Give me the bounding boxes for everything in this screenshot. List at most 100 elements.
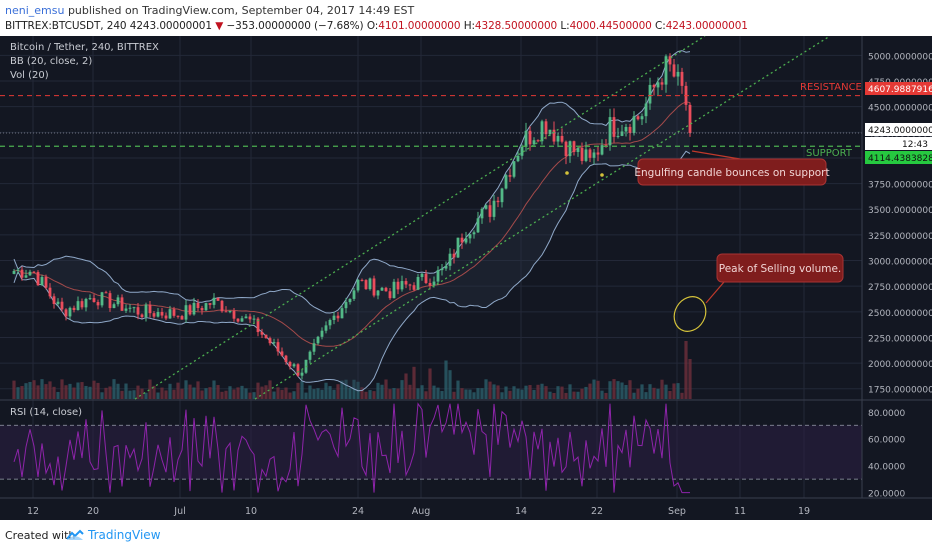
candle-body — [368, 278, 372, 290]
volume-bar — [648, 384, 652, 399]
candle-body — [36, 272, 40, 286]
candle-body — [544, 121, 548, 135]
candle-body — [204, 303, 208, 311]
volume-bar — [296, 382, 300, 399]
volume-bar — [412, 366, 416, 399]
candle-body — [232, 310, 236, 319]
time-tick-label: 19 — [798, 506, 810, 517]
volume-bar — [76, 382, 80, 399]
volume-bar — [72, 387, 76, 399]
candle-body — [600, 145, 604, 155]
candle-body — [316, 336, 320, 344]
candle-body — [228, 310, 232, 313]
volume-bar — [276, 387, 280, 399]
signal-dot — [565, 171, 569, 175]
volume-bar — [132, 390, 136, 399]
rsi-band — [0, 425, 862, 480]
candle-body — [16, 269, 20, 271]
close-label: C: — [655, 20, 666, 32]
volume-bar — [524, 385, 528, 399]
rsi-line — [13, 402, 690, 494]
candle-body — [48, 287, 52, 297]
volume-bar — [620, 382, 624, 399]
candle-body — [620, 131, 624, 136]
candle-body — [312, 343, 316, 352]
candle-body — [596, 152, 600, 155]
candle-body — [532, 140, 536, 145]
candle-body — [392, 281, 396, 299]
candle-body — [352, 290, 356, 299]
candle-body — [220, 300, 224, 312]
candle-body — [32, 271, 36, 273]
volume-bar — [284, 387, 288, 399]
volume-bar — [244, 388, 248, 399]
candle-body — [472, 232, 476, 235]
candle-body — [20, 269, 24, 278]
candle-body — [288, 361, 292, 367]
rsi-tick-label: 20.0000 — [868, 490, 905, 500]
volume-bar — [60, 379, 64, 399]
volume-bar — [416, 388, 420, 399]
chart-svg[interactable]: 5000.000000004750.000000004500.000000004… — [0, 35, 932, 520]
candle-body — [436, 270, 440, 282]
candle-body — [488, 205, 492, 217]
volume-bar — [392, 388, 396, 399]
volume-bar — [116, 383, 120, 399]
badge-resistance — [865, 82, 932, 95]
signal-dot — [600, 173, 604, 177]
candle-body — [260, 332, 264, 335]
volume-bar — [608, 381, 612, 399]
candle-body — [192, 302, 196, 315]
high-label: H: — [463, 20, 475, 32]
volume-bar — [376, 382, 380, 399]
volume-bar — [520, 389, 524, 399]
volume-bar — [492, 384, 496, 399]
candle-body — [656, 82, 660, 88]
author-link[interactable]: neni_emsu — [5, 4, 65, 17]
candle-body — [348, 298, 352, 303]
volume-bar — [192, 387, 196, 399]
chart-area[interactable]: 5000.000000004750.000000004500.000000004… — [0, 35, 932, 520]
bb-lower — [13, 150, 691, 392]
volume-bar — [48, 381, 52, 399]
callout-volume-pointer — [705, 281, 725, 304]
candle-body — [372, 278, 376, 296]
volume-bar — [52, 386, 56, 399]
candle-body — [640, 116, 644, 120]
volume-bar — [656, 388, 660, 399]
candle-body — [40, 277, 44, 286]
volume-bar — [184, 380, 188, 399]
candle-body — [60, 301, 64, 310]
candle-body — [180, 316, 184, 320]
volume-bar — [332, 389, 336, 399]
price-tick-label: 3750.00000000 — [868, 181, 932, 191]
candle-body — [328, 319, 332, 326]
volume-bar — [84, 385, 88, 399]
candle-body — [76, 301, 80, 311]
candle-body — [552, 129, 556, 142]
candle-body — [632, 116, 636, 133]
volume-bar — [196, 381, 200, 399]
volume-bar — [564, 392, 568, 399]
volume-bar — [348, 387, 352, 399]
volume-bar — [472, 392, 476, 399]
volume-bar — [680, 392, 684, 399]
volume-bar — [444, 360, 448, 399]
callout-volume: Peak of Selling volume. — [719, 263, 842, 275]
volume-bar — [268, 380, 272, 399]
volume-bar — [56, 391, 60, 399]
volume-bar — [156, 392, 160, 399]
volume-bar — [304, 392, 308, 399]
candle-body — [664, 56, 668, 85]
candle-body — [624, 126, 628, 132]
candle-body — [248, 316, 252, 320]
volume-bar — [144, 392, 148, 399]
tradingview-brand-link[interactable]: TradingView — [88, 528, 161, 542]
volume-bar — [688, 359, 692, 399]
candle-body — [540, 121, 544, 142]
candle-body — [172, 309, 176, 316]
volume-bar — [32, 380, 36, 399]
rsi-tick-label: 40.0000 — [868, 463, 905, 473]
time-tick-label: 22 — [591, 506, 603, 517]
volume-bar — [200, 390, 204, 399]
